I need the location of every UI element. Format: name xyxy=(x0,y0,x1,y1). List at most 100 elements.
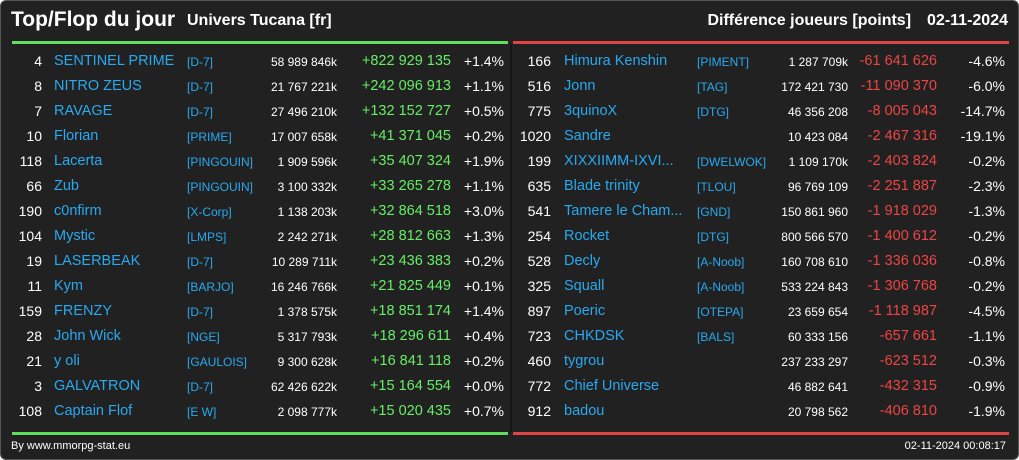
player-name-link[interactable]: CHKDSK xyxy=(564,328,625,344)
player-name-link[interactable]: Himura Kenshin xyxy=(564,53,668,69)
points-difference: +18 296 611 xyxy=(371,328,451,344)
player-name-link[interactable]: Mystic xyxy=(54,228,96,244)
percent-change: -0.2% xyxy=(968,228,1005,244)
player-score: 2 098 777k xyxy=(277,405,337,419)
alliance-tag-link[interactable]: [A-Noob] xyxy=(697,255,745,269)
alliance-tag-link[interactable]: [PRIME] xyxy=(187,130,232,144)
player-score: 1 109 170k xyxy=(788,155,848,169)
percent-change: +0.4% xyxy=(463,328,504,344)
player-name-link[interactable]: Decly xyxy=(564,253,601,269)
player-score: 150 861 960 xyxy=(781,205,848,219)
alliance-tag-link[interactable]: [DTG] xyxy=(697,230,729,244)
alliance-tag-link[interactable]: [BARJO] xyxy=(187,280,234,294)
table-row: 66 Zub [PINGOUIN] 3 100 332k +33 265 278 +1.1… xyxy=(6,173,506,198)
alliance-tag-link[interactable]: [NGE] xyxy=(187,330,220,344)
alliance-tag-link[interactable]: [DWELWOK] xyxy=(697,155,767,169)
player-name-link[interactable]: Sandre xyxy=(564,128,611,144)
alliance-tag-link[interactable]: [PIMENT] xyxy=(697,55,750,69)
points-difference: -1 918 029 xyxy=(867,203,937,219)
player-score: 160 708 610 xyxy=(781,255,848,269)
player-name-link[interactable]: Rocket xyxy=(564,228,610,244)
alliance-tag-link[interactable]: [GAULOIS] xyxy=(187,355,248,369)
player-name-link[interactable]: John Wick xyxy=(54,328,121,344)
player-name-link[interactable]: tygrou xyxy=(564,353,605,369)
player-name-link[interactable]: GALVATRON xyxy=(54,378,141,394)
player-name-link[interactable]: Tamere le Cham... xyxy=(564,203,683,219)
alliance-tag-link[interactable]: [E W] xyxy=(187,405,217,419)
alliance-tag-link[interactable]: [D-7] xyxy=(187,305,214,319)
alliance-tag-link[interactable]: [BALS] xyxy=(697,330,735,344)
player-name-link[interactable]: badou xyxy=(564,403,605,419)
player-name-link[interactable]: FRENZY xyxy=(54,303,112,319)
alliance-tag-link[interactable]: [DTG] xyxy=(697,105,729,119)
player-rank: 118 xyxy=(19,153,42,169)
alliance-tag-link[interactable]: [TAG] xyxy=(697,80,728,94)
player-rank: 10 xyxy=(26,128,42,144)
player-name-link[interactable]: Blade trinity xyxy=(564,178,640,194)
alliance-tag-link[interactable]: [PINGOUIN] xyxy=(187,155,254,169)
player-score: 23 659 654 xyxy=(787,305,848,319)
alliance-tag-link[interactable]: [D-7] xyxy=(187,80,214,94)
alliance-tag-link[interactable]: [D-7] xyxy=(187,255,214,269)
player-name-link[interactable]: Kym xyxy=(54,278,83,294)
table-row: 159 FRENZY [D-7] 1 378 575k +18 851 174 +1.4% xyxy=(6,298,506,323)
player-score: 46 882 641 xyxy=(787,380,848,394)
player-score: 21 767 221k xyxy=(270,80,337,94)
player-name-link[interactable]: 3quinoX xyxy=(564,103,618,119)
table-row: 541 Tamere le Cham... [GND] 150 861 960 -1 9… xyxy=(515,198,1015,223)
alliance-tag-link[interactable]: [A-Noob] xyxy=(697,280,745,294)
percent-change: +0.1% xyxy=(463,278,504,294)
player-score: 16 246 766k xyxy=(270,280,337,294)
player-name-link[interactable]: Florian xyxy=(54,128,99,144)
player-rank: 104 xyxy=(18,228,42,244)
alliance-tag-link[interactable]: [D-7] xyxy=(187,55,214,69)
top-players-table: 4 SENTINEL PRIME [D-7] 58 989 846k +822 929 … xyxy=(6,48,506,423)
alliance-tag-link[interactable]: [LMPS] xyxy=(187,230,227,244)
player-name-link[interactable]: LASERBEAK xyxy=(54,253,141,269)
player-rank: 11 xyxy=(27,278,42,294)
points-difference: +35 407 324 xyxy=(369,153,451,169)
alliance-tag-link[interactable]: [GND] xyxy=(697,205,731,219)
player-name-link[interactable]: Poeric xyxy=(564,303,606,319)
player-score: 46 356 208 xyxy=(787,105,848,119)
alliance-tag-link[interactable]: [OTEPA] xyxy=(697,305,744,319)
alliance-tag-link[interactable]: [PINGOUIN] xyxy=(187,180,254,194)
percent-change: +3.0% xyxy=(463,203,504,219)
alliance-tag-link[interactable]: [X-Corp] xyxy=(187,205,232,219)
header-date: 02-11-2024 xyxy=(927,12,1008,29)
points-difference: -623 512 xyxy=(879,353,937,369)
table-row: 118 Lacerta [PINGOUIN] 1 909 596k +35 407 32… xyxy=(6,148,506,173)
points-difference: -1 118 987 xyxy=(868,303,937,319)
column-divider xyxy=(510,44,512,432)
points-difference: +18 851 174 xyxy=(369,303,451,319)
player-name-link[interactable]: Squall xyxy=(564,278,605,294)
player-name-link[interactable]: y oli xyxy=(54,353,80,369)
player-name-link[interactable]: Jonn xyxy=(564,78,596,94)
player-score: 237 233 297 xyxy=(781,355,848,369)
points-difference: -406 810 xyxy=(879,403,937,419)
alliance-tag-link[interactable]: [D-7] xyxy=(187,380,214,394)
table-row: 775 3quinoX [DTG] 46 356 208 -8 005 043 -14.7… xyxy=(515,98,1015,123)
player-rank: 66 xyxy=(26,178,42,194)
player-score: 3 100 332k xyxy=(277,180,337,194)
table-row: 460 tygrou 237 233 297 -623 512 -0.3% xyxy=(515,348,1015,373)
table-row: 897 Poeric [OTEPA] 23 659 654 -1 118 987 -4.5… xyxy=(515,298,1015,323)
percent-change: +0.2% xyxy=(463,353,504,369)
player-name-link[interactable]: XIXXIIMM-IXVI... xyxy=(564,153,674,169)
player-name-link[interactable]: SENTINEL PRIME xyxy=(54,53,175,69)
player-name-link[interactable]: Captain Flof xyxy=(54,403,133,419)
alliance-tag-link[interactable]: [D-7] xyxy=(187,105,214,119)
player-name-link[interactable]: c0nfirm xyxy=(54,203,102,219)
player-name-link[interactable]: NITRO ZEUS xyxy=(54,78,142,94)
percent-change: -1.1% xyxy=(968,328,1005,344)
credit-link[interactable]: By www.mmorpg-stat.eu xyxy=(11,440,131,452)
player-score: 172 421 730 xyxy=(781,80,848,94)
alliance-tag-link[interactable]: [TLOU] xyxy=(697,180,736,194)
player-name-link[interactable]: Chief Universe xyxy=(564,378,660,394)
player-name-link[interactable]: RAVAGE xyxy=(54,103,113,119)
player-name-link[interactable]: Lacerta xyxy=(54,153,103,169)
points-difference: +28 812 663 xyxy=(369,228,451,244)
player-name-link[interactable]: Zub xyxy=(54,178,79,194)
player-score: 10 289 711k xyxy=(271,255,337,269)
